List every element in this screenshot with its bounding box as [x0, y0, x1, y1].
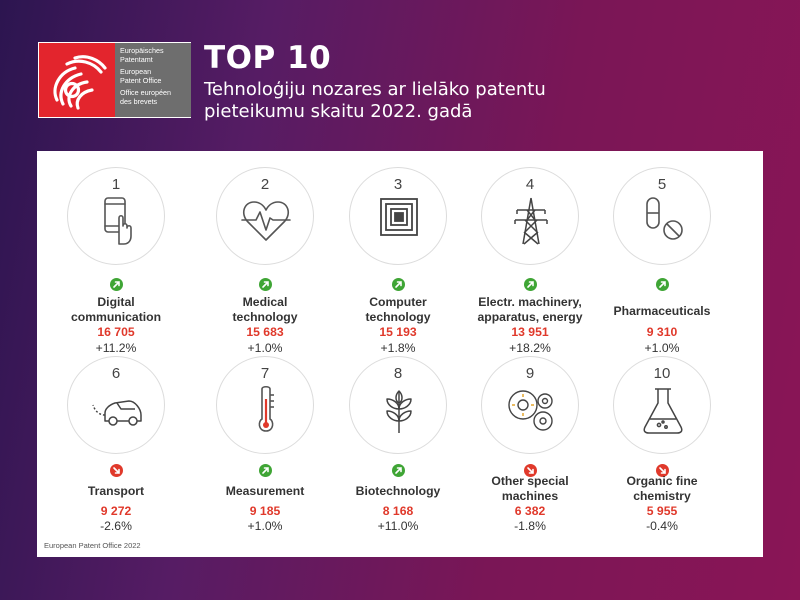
epo-logo-mark-icon: [45, 48, 111, 114]
ranking-panel: 1 Digitalcommunication 16 705 +11.2% 2: [37, 151, 763, 557]
application-count: 5 955: [596, 504, 728, 519]
rank-number: 4: [482, 176, 578, 193]
heartbeat-icon: [238, 196, 294, 246]
category-name: Measurement: [199, 484, 331, 499]
rank-number: 3: [350, 176, 446, 193]
rank-circle: 6: [67, 356, 165, 454]
category-name: Digitalcommunication: [50, 295, 182, 325]
logo-line: Patent Office: [120, 76, 191, 85]
logo-line: Europäisches: [120, 46, 191, 55]
trend-up-icon: [392, 278, 405, 291]
smartphone-tap-icon: [89, 196, 145, 246]
application-count: 8 168: [332, 504, 464, 519]
application-count: 6 382: [464, 504, 596, 519]
thermometer-icon: [238, 385, 294, 435]
flask-icon: [635, 385, 691, 435]
category-name: Other specialmachines: [464, 474, 596, 504]
rank-number: 8: [350, 365, 446, 382]
electric-car-icon: [89, 385, 145, 435]
growth-rate: +11.2%: [50, 341, 182, 356]
application-count: 13 951: [464, 325, 596, 340]
rank-circle: 1: [67, 167, 165, 265]
application-count: 9 310: [596, 325, 728, 340]
category-name: Biotechnology: [332, 484, 464, 499]
growth-rate: +1.0%: [199, 519, 331, 534]
chip-icon: [371, 196, 427, 246]
rank-circle: 9: [481, 356, 579, 454]
growth-rate: -1.8%: [464, 519, 596, 534]
page-title: TOP 10: [204, 40, 331, 76]
growth-rate: +11.0%: [332, 519, 464, 534]
rank-circle: 5: [613, 167, 711, 265]
logo-line: Office européen: [120, 88, 191, 97]
rank-number: 2: [217, 176, 313, 193]
trend-up-icon: [110, 278, 123, 291]
rank-number: 6: [68, 365, 164, 382]
category-name: Transport: [50, 484, 182, 499]
rank-number: 7: [217, 365, 313, 382]
growth-rate: +18.2%: [464, 341, 596, 356]
epo-logo: Europäisches Patentamt European Patent O…: [38, 42, 191, 118]
category-name: Organic finechemistry: [596, 474, 728, 504]
logo-line: des brevets: [120, 97, 191, 106]
rank-circle: 8: [349, 356, 447, 454]
epo-logo-text: Europäisches Patentamt European Patent O…: [115, 43, 191, 117]
application-count: 16 705: [50, 325, 182, 340]
logo-line: Patentamt: [120, 55, 191, 64]
rank-number: 1: [68, 176, 164, 193]
rank-number: 9: [482, 365, 578, 382]
application-count: 15 683: [199, 325, 331, 340]
rank-circle: 7: [216, 356, 314, 454]
rank-circle: 10: [613, 356, 711, 454]
power-pylon-icon: [503, 196, 559, 246]
growth-rate: -2.6%: [50, 519, 182, 534]
rank-number: 5: [614, 176, 710, 193]
trend-down-icon: [110, 464, 123, 477]
growth-rate: +1.0%: [596, 341, 728, 356]
trend-up-icon: [259, 464, 272, 477]
category-name: Medicaltechnology: [199, 295, 331, 325]
copyright-footer: European Patent Office 2022: [44, 541, 141, 550]
machine-gears-icon: [503, 385, 559, 435]
rank-circle: 3: [349, 167, 447, 265]
category-name: Pharmaceuticals: [596, 304, 728, 319]
growth-rate: -0.4%: [596, 519, 728, 534]
application-count: 9 185: [199, 504, 331, 519]
trend-up-icon: [656, 278, 669, 291]
trend-up-icon: [259, 278, 272, 291]
application-count: 9 272: [50, 504, 182, 519]
rank-circle: 4: [481, 167, 579, 265]
application-count: 15 193: [332, 325, 464, 340]
category-name: Electr. machinery,apparatus, energy: [464, 295, 596, 325]
growth-rate: +1.0%: [199, 341, 331, 356]
trend-up-icon: [392, 464, 405, 477]
growth-rate: +1.8%: [332, 341, 464, 356]
pill-icon: [635, 196, 691, 246]
logo-line: European: [120, 67, 191, 76]
plant-icon: [371, 385, 427, 435]
rank-circle: 2: [216, 167, 314, 265]
rank-number: 10: [614, 365, 710, 382]
category-name: Computertechnology: [332, 295, 464, 325]
page-subtitle: Tehnoloģiju nozares ar lielāko patentu p…: [204, 79, 624, 123]
trend-up-icon: [524, 278, 537, 291]
